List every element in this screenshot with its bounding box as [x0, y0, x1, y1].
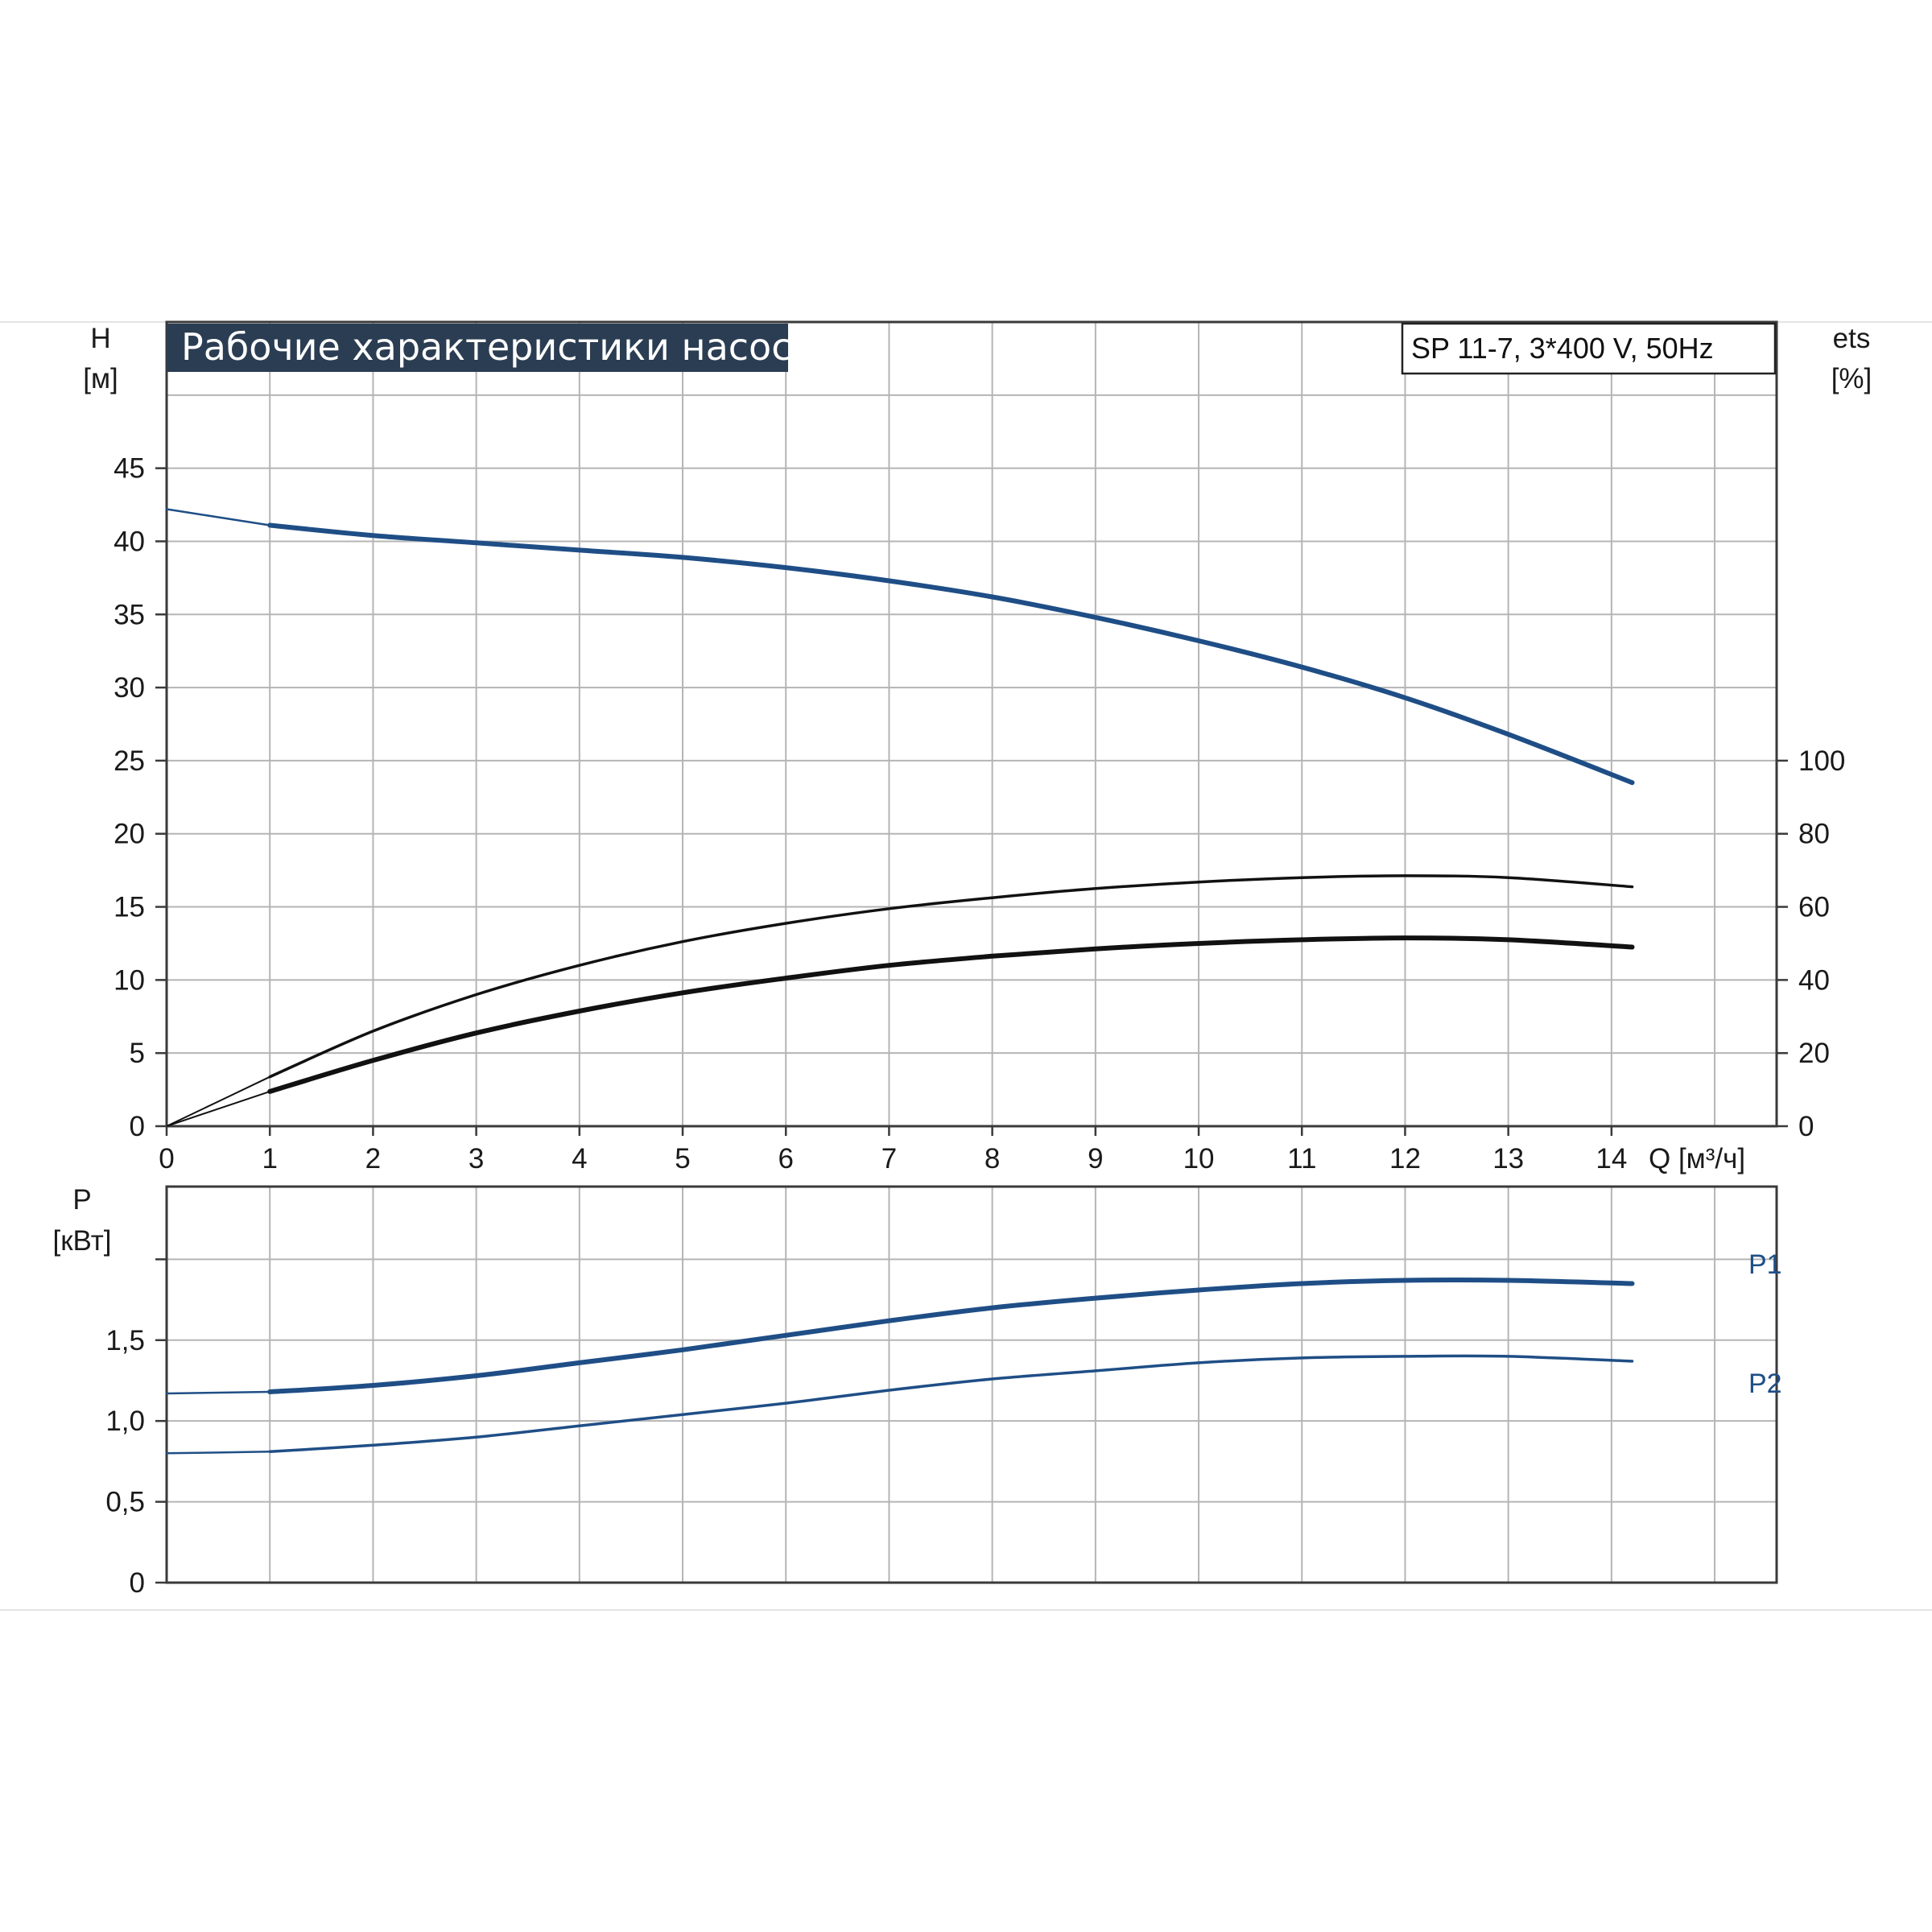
p2-curve-lead-line [165, 1451, 271, 1455]
top-panel-series [165, 508, 1635, 1127]
head-tick-label: 30 [114, 672, 145, 704]
bottom-panel-series [165, 1277, 1635, 1455]
p1-curve-lead-line [165, 1390, 271, 1395]
flow-tick-label: 3 [469, 1143, 484, 1174]
power-tick-label: 1,0 [105, 1406, 145, 1437]
power-tick-label: 0,5 [105, 1487, 145, 1518]
p1-curve-line [267, 1277, 1635, 1394]
head-tick-label: 10 [114, 964, 145, 996]
flow-tick-label: 7 [881, 1143, 897, 1174]
efficiency-tick-label: 40 [1798, 964, 1830, 996]
head-tick-label: 5 [130, 1038, 145, 1069]
flow-tick-label: 1 [262, 1143, 277, 1174]
efficiency-upper-curve-lead-line [166, 1075, 271, 1127]
flow-tick-label: 4 [572, 1143, 587, 1174]
flow-tick-label: 9 [1088, 1143, 1103, 1174]
bottom-panel-grid [167, 1187, 1777, 1583]
model-label: SP 11-7, 3*400 V, 50Hz [1411, 332, 1714, 365]
head-tick-label: 35 [114, 599, 145, 630]
head-curve-line [267, 522, 1635, 786]
efficiency-lower-curve-lead-line [166, 1090, 271, 1127]
top-panel-grid [167, 322, 1777, 1126]
series-label-p1: P1 [1748, 1249, 1782, 1280]
head-axis-title: H [90, 323, 110, 354]
head-tick-label: 25 [114, 745, 145, 777]
efficiency-tick-label: 0 [1798, 1111, 1814, 1142]
efficiency-axis-unit: [%] [1831, 363, 1872, 394]
head-tick-label: 0 [130, 1111, 145, 1142]
chart-title: Рабочие характеристики насоса [181, 325, 815, 369]
flow-tick-label: 5 [675, 1143, 690, 1174]
efficiency-tick-label: 100 [1798, 745, 1845, 777]
flow-tick-label: 2 [365, 1143, 381, 1174]
efficiency-axis-ticks: 0 20 40 60 80 100 [1777, 745, 1845, 1142]
efficiency-tick-label: 80 [1798, 819, 1830, 850]
power-tick-label: 1,5 [105, 1325, 145, 1356]
efficiency-axis-title: ets [1833, 323, 1871, 354]
flow-tick-label: 0 [159, 1143, 174, 1174]
head-axis-ticks: 0 5 10 15 20 25 30 35 40 45 [114, 453, 167, 1142]
efficiency-tick-label: 60 [1798, 892, 1830, 923]
flow-tick-label: 10 [1183, 1143, 1215, 1174]
flow-tick-label: 14 [1596, 1143, 1627, 1174]
power-axis-unit: [кВт] [53, 1225, 112, 1257]
power-axis-ticks: 0 0,5 1,0 1,5 [105, 1258, 167, 1599]
series-label-p2: P2 [1748, 1368, 1782, 1399]
head-curve-lead-line [165, 508, 271, 526]
efficiency-tick-label: 20 [1798, 1038, 1830, 1069]
flow-tick-label: 6 [778, 1143, 793, 1174]
flow-tick-label: 13 [1492, 1143, 1524, 1174]
head-tick-label: 15 [114, 892, 145, 923]
p2-curve-line [268, 1354, 1634, 1454]
flow-tick-label: 12 [1389, 1143, 1421, 1174]
flow-axis-title: Q [м³/ч] [1649, 1143, 1745, 1174]
flow-axis-ticks: 0 1 2 3 4 5 6 7 8 9 10 11 12 13 14 [159, 1126, 1627, 1174]
efficiency-lower-curve-line [267, 935, 1635, 1094]
head-tick-label: 20 [114, 819, 145, 850]
chart-title-box [167, 324, 788, 372]
head-axis-unit: [м] [83, 363, 118, 394]
head-tick-label: 40 [114, 526, 145, 557]
power-axis-title: P [72, 1184, 91, 1216]
top-panel-frame [165, 320, 1778, 1128]
power-tick-label: 0 [130, 1567, 145, 1599]
model-label-box [1401, 322, 1777, 375]
bottom-panel-frame [165, 1185, 1778, 1584]
flow-tick-label: 11 [1287, 1143, 1316, 1174]
flow-tick-label: 8 [985, 1143, 1000, 1174]
head-tick-label: 45 [114, 453, 145, 485]
efficiency-upper-curve-line [268, 874, 1634, 1079]
